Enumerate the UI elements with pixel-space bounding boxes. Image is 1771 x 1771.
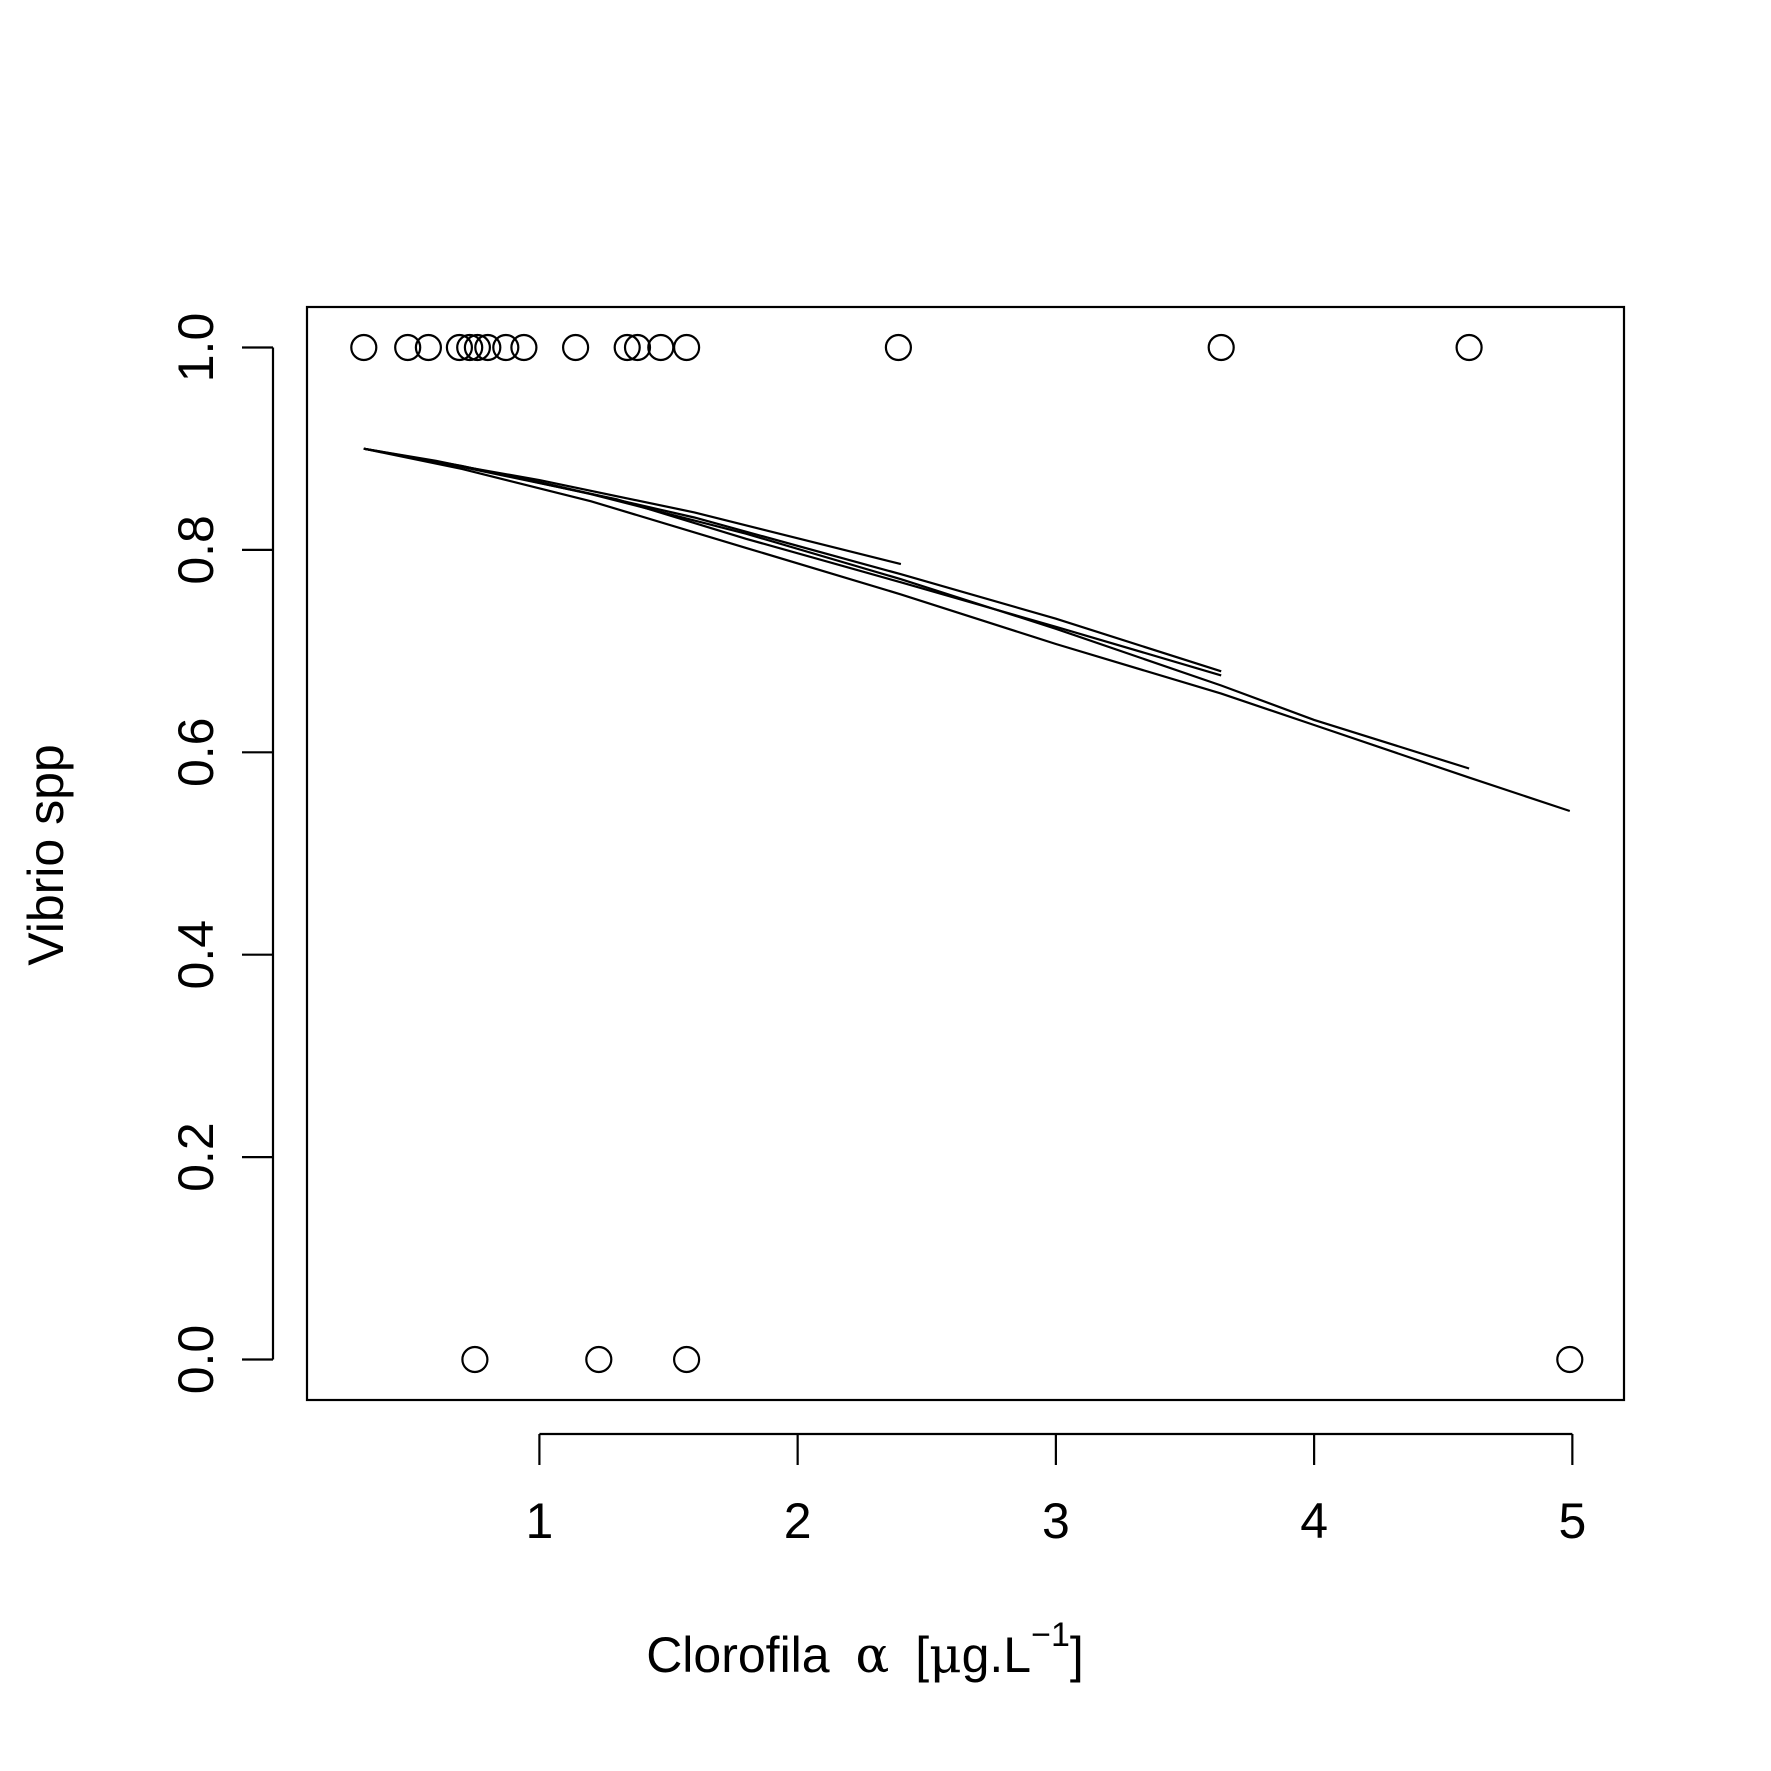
fitted-line: [363, 447, 1571, 813]
x-tick-label: 3: [1042, 1493, 1070, 1549]
y-tick-label: 1.0: [168, 313, 224, 383]
x-tick-label: 1: [526, 1493, 554, 1549]
x-tick-label: 5: [1558, 1493, 1586, 1549]
data-point: [672, 1345, 701, 1374]
data-point: [647, 333, 675, 362]
data-point: [350, 333, 378, 362]
x-axis-label-exponent: −1: [1031, 1616, 1070, 1654]
data-point: [510, 333, 538, 362]
x-axis-label-symbol: α: [856, 1626, 890, 1684]
data-point: [394, 333, 422, 362]
data-point: [463, 333, 491, 362]
y-tick-label: 0.4: [168, 920, 224, 990]
y-tick-label: 0.2: [168, 1122, 224, 1192]
data-point: [884, 333, 913, 362]
data-point: [492, 333, 520, 362]
x-axis-label-main: Clorofila: [646, 1627, 830, 1683]
data-point: [672, 333, 701, 362]
y-tick-label: 0.6: [168, 718, 224, 788]
plot-frame: [305, 305, 1626, 1402]
data-point: [561, 333, 590, 362]
x-axis-label-mu: μ: [929, 1626, 962, 1684]
y-tick-label: 0.0: [168, 1325, 224, 1395]
data-point: [1556, 1345, 1584, 1374]
data-point: [456, 333, 484, 362]
x-axis-label: Clorofila α [μg.L−1]: [646, 1616, 1084, 1684]
y-tick-label: 0.8: [168, 515, 224, 585]
data-point: [585, 1345, 613, 1374]
x-axis: 1 2 3 4 5: [526, 1432, 1586, 1549]
x-tick-label: 4: [1300, 1493, 1328, 1549]
y-axis-label: Vibrio spp: [18, 744, 74, 965]
x-axis-label-bracket-close: ]: [1070, 1627, 1084, 1683]
y-axis: 0.0 0.2 0.4 0.6 0.8 1.0: [168, 313, 275, 1395]
data-point: [445, 333, 473, 362]
fitted-lines: [363, 447, 1571, 813]
x-axis-label-bracket-open: [: [915, 1627, 929, 1683]
data-point: [461, 1345, 489, 1374]
data-point: [1455, 333, 1483, 362]
data-point: [1207, 333, 1235, 362]
data-point: [613, 333, 641, 362]
fitted-line: [363, 447, 1222, 677]
data-points: [350, 333, 1584, 1374]
data-point: [474, 333, 502, 362]
x-axis-label-unit: g.L: [962, 1627, 1032, 1683]
data-point: [414, 333, 442, 362]
x-tick-label: 2: [784, 1493, 812, 1549]
data-point: [623, 333, 652, 362]
